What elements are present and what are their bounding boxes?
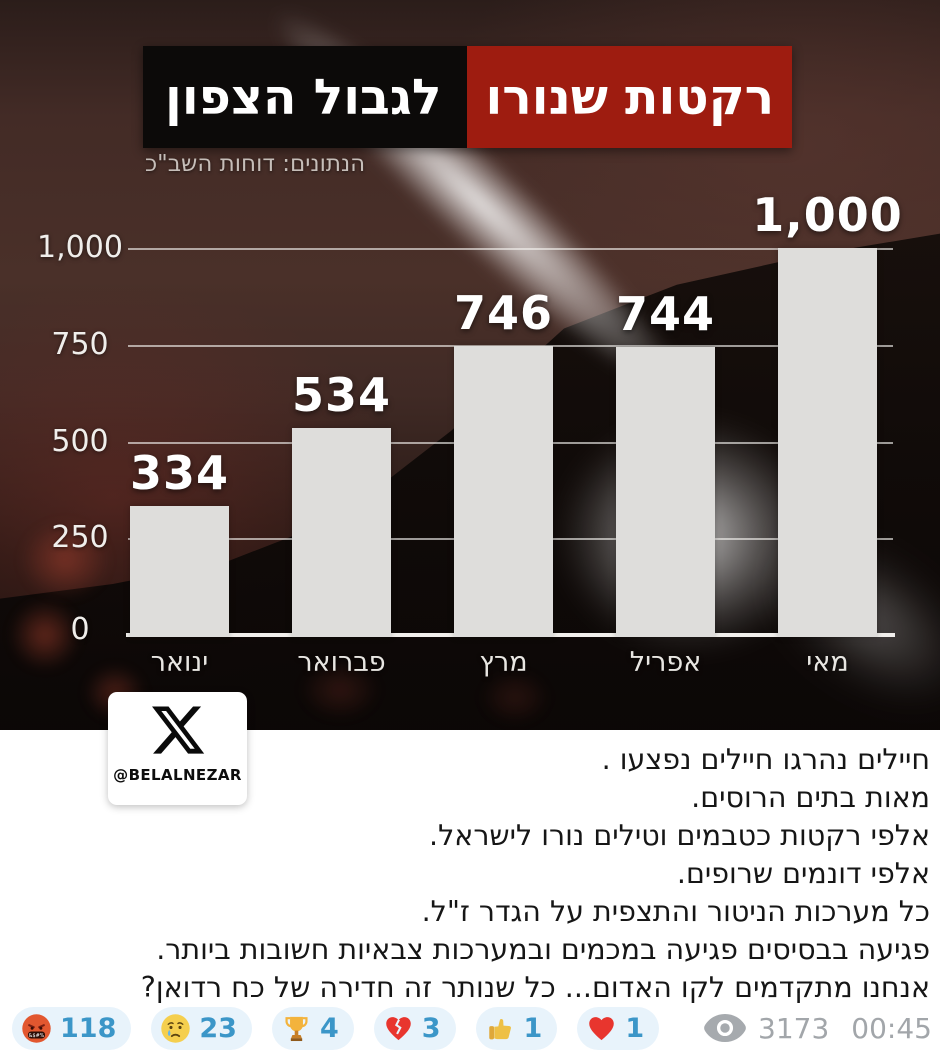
fire-spark [20, 520, 110, 600]
broken-heart-icon [383, 1013, 414, 1044]
bar-value-label: 744 [615, 287, 716, 342]
reactions-bar: &$#% 118 23 4 3 1 1 [12, 1006, 660, 1050]
chart-photo[interactable]: 1,000 750 500 250 0 334 ינואר 534 פברואר 746 מרץ 74… [0, 0, 940, 730]
bar-פברואר [292, 428, 391, 637]
reaction-crying-face[interactable]: 23 [151, 1006, 252, 1050]
fire-spark [10, 600, 80, 670]
bar-chart-plot: 1,000 750 500 250 0 334 ינואר 534 פברואר 746 מרץ 74… [37, 188, 903, 678]
message-line: מאות בתים הרוסים. [691, 781, 930, 814]
chart-title-highlight: רקטות שנורו [467, 46, 793, 148]
views-group: 3173 00:45 [704, 1012, 932, 1045]
x-axis-label: מאי [806, 647, 849, 678]
message-line: חיילים נהרגו חיילים נפצעו . [601, 743, 930, 776]
fire-spark [480, 670, 550, 725]
bar-מאי [778, 248, 877, 637]
y-axis-tick-500: 500 [51, 423, 109, 459]
gridline-750 [128, 344, 893, 347]
trophy-icon [281, 1013, 312, 1044]
reaction-count: 23 [199, 1012, 237, 1044]
post-time: 00:45 [851, 1011, 932, 1045]
message-line: אלפי רקטות כטבמים וטילים נורו לישראל. [429, 819, 930, 852]
x-axis-label: אפריל [629, 647, 702, 678]
post-footer: &$#% 118 23 4 3 1 1 3173 00:45 [12, 1005, 932, 1051]
chart-title: רקטות שנורו לגבול הצפון [143, 46, 793, 148]
reaction-count: 1 [523, 1012, 543, 1044]
reaction-trophy[interactable]: 4 [271, 1006, 354, 1050]
reaction-count: 1 [625, 1012, 645, 1044]
reaction-thumbs-up[interactable]: 1 [475, 1006, 558, 1050]
y-axis-tick-0: 0 [70, 612, 90, 647]
reaction-count: 118 [60, 1012, 117, 1044]
views-count: 3173 [758, 1011, 830, 1045]
x-logo-icon [151, 706, 204, 754]
chart-title-rest: לגבול הצפון [165, 68, 442, 126]
reaction-count: 3 [421, 1012, 441, 1044]
x-axis-label: ינואר [150, 647, 209, 678]
message-line: פגיעה בבסיסים פגיעה במכמים ובמערכות צבאי… [156, 933, 930, 966]
enraged-face-icon: &$#% [21, 1013, 52, 1044]
message-line: אנחנו מתקדמים לקו האדום... כל שנותר זה ח… [140, 971, 930, 1004]
reaction-red-heart[interactable]: 1 [577, 1006, 660, 1050]
thumbs-up-icon [485, 1013, 516, 1044]
bar-value-label: 334 [129, 445, 230, 500]
message-text: חיילים נהרגו חיילים נפצעו . מאות בתים הרו… [8, 741, 930, 1007]
gridline-1000 [128, 248, 893, 250]
views-eye-icon [704, 1014, 746, 1042]
reaction-count: 4 [319, 1012, 339, 1044]
reaction-enraged-face[interactable]: &$#% 118 [12, 1006, 132, 1050]
watermark-card: @BELALNEZAR [108, 692, 247, 805]
bar-value-label: 534 [291, 368, 392, 423]
bar-אפריל [616, 347, 715, 637]
red-heart-icon [586, 1013, 617, 1044]
bar-מרץ [454, 346, 553, 637]
y-axis-tick-750: 750 [51, 326, 109, 362]
watermark-handle: @BELALNEZAR [113, 766, 242, 784]
message-line: אלפי דונמים שרופים. [676, 857, 930, 890]
crying-face-icon [160, 1013, 191, 1044]
reaction-broken-heart[interactable]: 3 [373, 1006, 456, 1050]
chart-source-label: הנתונים: דוחות השב"כ [145, 151, 366, 177]
y-axis-tick-250: 250 [51, 520, 109, 556]
bar-value-label: 1,000 [752, 188, 903, 242]
fire-spark [300, 660, 380, 720]
x-axis-label: פברואר [297, 647, 386, 678]
y-axis-tick-1000: 1,000 [37, 230, 123, 265]
svg-text:&$#%: &$#% [29, 1032, 45, 1038]
bar-ינואר [130, 505, 229, 637]
message-line: כל מערכות הניטור והתצפית על הגדר ז"ל. [421, 895, 930, 928]
x-axis-label: מרץ [479, 647, 528, 678]
bar-value-label: 746 [453, 286, 554, 341]
